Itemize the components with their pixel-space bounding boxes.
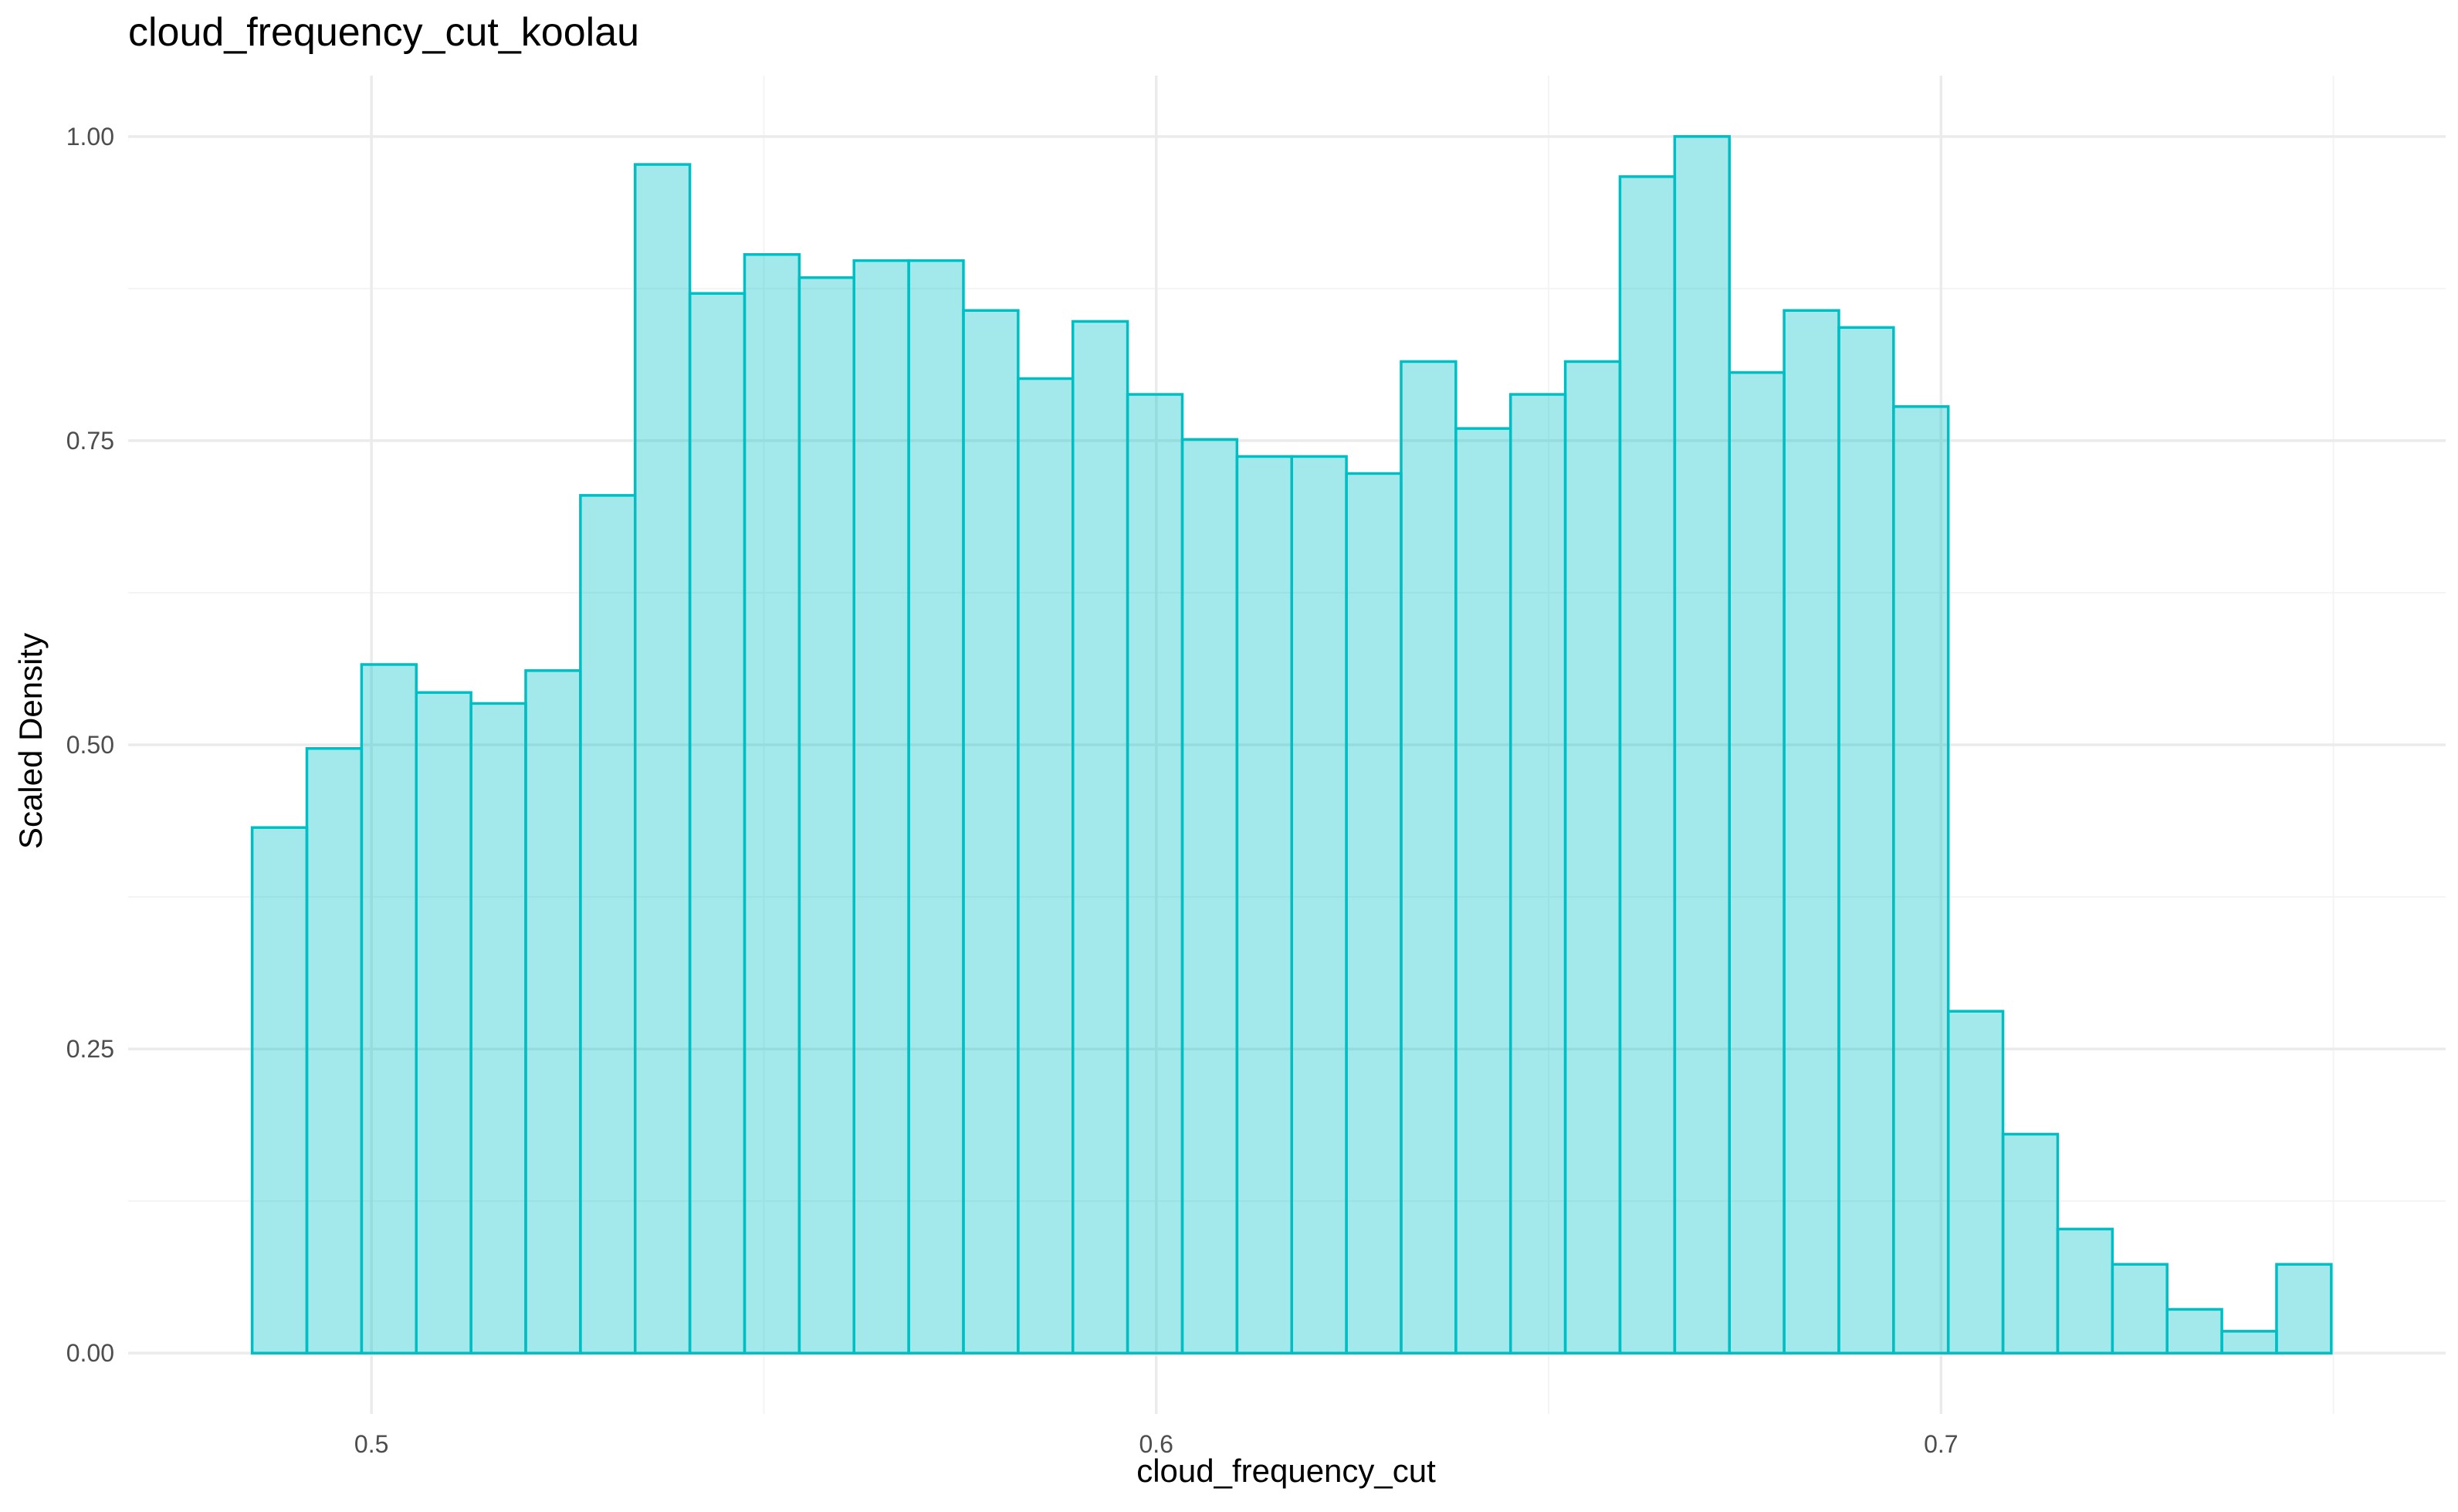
- histogram-bar: [1618, 175, 1677, 1355]
- histogram-bar: [1783, 309, 1840, 1355]
- y-tick-label: 0.50: [66, 731, 114, 759]
- histogram-bar: [743, 252, 801, 1355]
- histogram-bar: [360, 663, 418, 1355]
- y-tick-label: 1.00: [66, 123, 114, 151]
- x-tick-label: 0.6: [1139, 1430, 1173, 1458]
- histogram-bar: [2111, 1263, 2169, 1355]
- histogram-bar: [2001, 1132, 2060, 1355]
- y-tick-label: 0.25: [66, 1035, 114, 1063]
- x-tick-label: 0.5: [354, 1430, 388, 1458]
- histogram-bar: [1126, 393, 1184, 1355]
- histogram-bar: [797, 276, 855, 1355]
- histogram-bar: [524, 669, 582, 1355]
- x-axis-label: cloud_frequency_cut: [1136, 1453, 1436, 1489]
- histogram-bar: [1071, 320, 1129, 1355]
- histogram-bar: [1946, 1010, 2005, 1355]
- histogram-bar: [469, 702, 527, 1355]
- histogram-bar: [305, 746, 364, 1355]
- histogram-bar: [1400, 360, 1458, 1355]
- histogram-bar: [2220, 1330, 2278, 1355]
- histogram-bars: [250, 135, 2333, 1355]
- y-tick-label: 0.75: [66, 427, 114, 455]
- x-tick-label: 0.7: [1924, 1430, 1958, 1458]
- histogram-bar: [1290, 455, 1348, 1355]
- histogram-bar: [1235, 455, 1293, 1355]
- histogram-bar: [415, 691, 472, 1355]
- histogram-bar: [2056, 1227, 2114, 1355]
- y-axis-ticks: 0.00 0.25 0.50 0.75 1.00: [66, 123, 114, 1367]
- histogram-bar: [688, 292, 747, 1355]
- histogram-bar: [962, 309, 1020, 1355]
- y-tick-label: 0.00: [66, 1339, 114, 1367]
- histogram-bar: [1673, 135, 1731, 1355]
- histogram-bar: [852, 259, 910, 1355]
- histogram-bar: [1017, 377, 1075, 1355]
- histogram-bar: [1454, 427, 1512, 1355]
- x-axis-ticks: 0.5 0.6 0.7: [354, 1430, 1959, 1458]
- histogram-bar: [1892, 405, 1950, 1355]
- histogram-bar: [1837, 326, 1895, 1355]
- histogram-bar: [1508, 393, 1567, 1355]
- histogram-bar: [1563, 360, 1622, 1355]
- histogram-bar: [2165, 1307, 2223, 1355]
- histogram-bar: [1345, 472, 1403, 1355]
- histogram-bar: [250, 826, 309, 1355]
- histogram-bar: [1728, 370, 1786, 1355]
- histogram-bar: [907, 259, 965, 1355]
- histogram-bar: [579, 494, 637, 1355]
- histogram-bar: [2275, 1263, 2333, 1355]
- histogram-bar: [633, 163, 692, 1355]
- chart-title: cloud_frequency_cut_koolau: [128, 10, 640, 55]
- y-axis-label: Scaled Density: [12, 632, 49, 850]
- histogram-bar: [1180, 438, 1239, 1355]
